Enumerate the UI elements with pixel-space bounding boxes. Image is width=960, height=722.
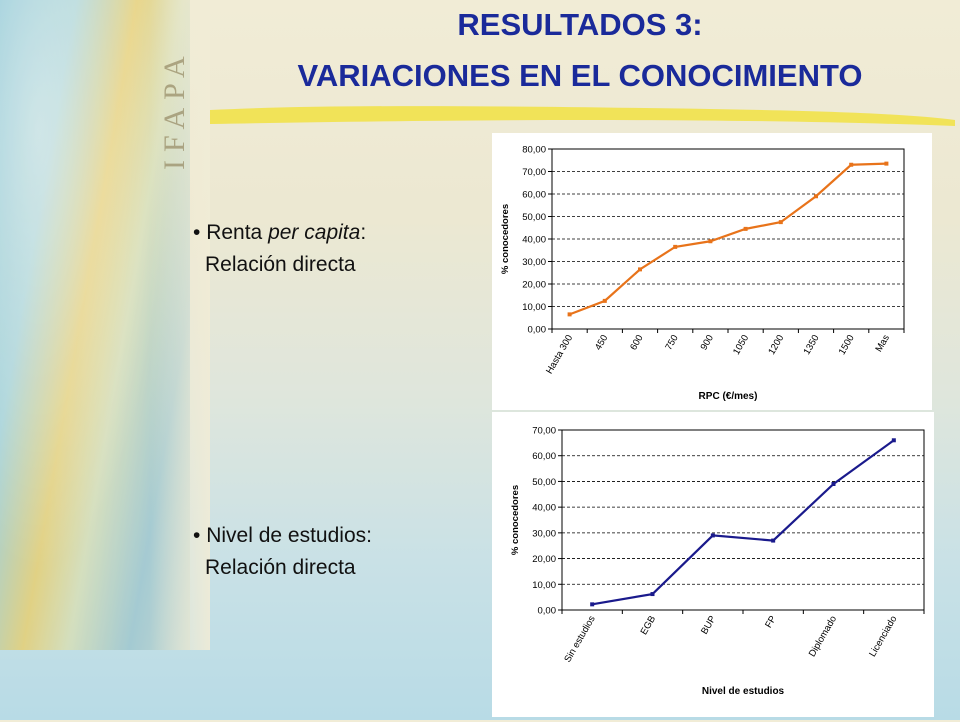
chart-estudios: 0,00 10,00 20,00 30,00 40,00 50,00 60,00 70,00 S… xyxy=(510,426,925,697)
ifapa-logo: IFAPA xyxy=(158,48,191,170)
y-tick-label: 80,00 xyxy=(522,145,546,156)
x-tick-label: Sin estudios xyxy=(562,614,598,665)
ifapa-logo-text: IFAPA xyxy=(158,48,191,170)
data-point xyxy=(708,239,713,244)
x-axis-title: RPC (€/mes) xyxy=(699,391,758,402)
data-point xyxy=(884,161,889,166)
data-point xyxy=(778,220,783,225)
y-tick-label: 60,00 xyxy=(532,451,556,462)
x-tick-label: 1350 xyxy=(802,333,822,357)
y-tick-label: 0,00 xyxy=(528,325,547,336)
y-tick-label: 0,00 xyxy=(538,606,557,617)
x-tick-label: BUP xyxy=(699,614,718,636)
data-point xyxy=(673,244,678,249)
data-point xyxy=(814,194,818,199)
y-tick-label: 40,00 xyxy=(522,235,546,246)
y-tick-label: 20,00 xyxy=(522,280,546,291)
data-point xyxy=(602,298,607,303)
x-tick-label: 1200 xyxy=(766,333,786,357)
x-tick-label: EGB xyxy=(639,614,659,637)
bullet-renta-prefix: Renta xyxy=(206,221,269,244)
x-tick-label: Hasta 300 xyxy=(544,333,575,376)
y-tick-label: 10,00 xyxy=(522,302,546,313)
data-point xyxy=(590,602,595,607)
y-axis-title: % conocedores xyxy=(500,204,511,274)
chart-estudios-panel: 0,00 10,00 20,00 30,00 40,00 50,00 60,00 70,00 S… xyxy=(492,412,934,717)
bullet-estudios-relation: Relación directa xyxy=(205,556,356,579)
x-tick-label: FP xyxy=(763,614,779,630)
x-tick-label: 1500 xyxy=(837,333,857,357)
data-point xyxy=(638,267,642,272)
x-tick-label: 450 xyxy=(593,333,610,352)
data-point xyxy=(771,538,776,543)
x-tick-label: 750 xyxy=(663,333,680,352)
data-point xyxy=(891,438,896,443)
bullet-estudios-label: Nivel de estudios: xyxy=(206,524,372,547)
y-tick-label: 30,00 xyxy=(532,528,556,539)
y-tick-label: 70,00 xyxy=(532,426,556,437)
x-tick-label: 1050 xyxy=(731,333,751,357)
data-series-line xyxy=(591,439,895,606)
y-tick-label: 70,00 xyxy=(522,167,546,178)
y-tick-label: 30,00 xyxy=(522,257,546,268)
y-tick-label: 60,00 xyxy=(522,190,546,201)
chart-rpc-panel: 0,00 10,00 20,00 30,00 40,00 50,00 60,00 70,00 8… xyxy=(492,133,932,410)
data-point xyxy=(710,533,715,538)
y-tick-label: 50,00 xyxy=(522,212,546,223)
data-point xyxy=(743,226,748,231)
bullet-renta: • Renta per capita: Relación directa xyxy=(193,217,366,281)
title-highlight-stroke xyxy=(210,106,955,126)
data-point xyxy=(650,592,655,597)
x-tick-label: Licenciado xyxy=(867,614,899,659)
data-point xyxy=(567,312,572,317)
y-tick-label: 50,00 xyxy=(532,477,556,488)
x-tick-label: Mas xyxy=(873,333,892,354)
decorative-fade xyxy=(150,0,210,650)
y-axis-title: % conocedores xyxy=(510,485,521,555)
x-tick-label: Diplomado xyxy=(807,614,839,659)
bullet-renta-italic: per capita xyxy=(268,221,361,244)
data-series-line xyxy=(569,162,887,316)
y-tick-label: 10,00 xyxy=(532,580,556,591)
slide-title-line2: VARIACIONES EN EL CONOCIMIENTO xyxy=(297,58,863,93)
bullet-estudios: • Nivel de estudios: Relación directa xyxy=(193,520,372,584)
bullet-renta-relation: Relación directa xyxy=(205,253,356,276)
x-tick-label: 600 xyxy=(628,333,645,352)
bullet-marker: • xyxy=(193,524,201,547)
x-axis-title: Nivel de estudios xyxy=(702,686,785,697)
bullet-renta-colon: : xyxy=(360,221,367,244)
x-tick-label: 900 xyxy=(699,333,716,352)
y-tick-label: 40,00 xyxy=(532,503,556,514)
data-point xyxy=(849,162,854,167)
slide-title-line1: RESULTADOS 3: xyxy=(457,7,703,42)
bullet-marker: • xyxy=(193,221,201,244)
chart-rpc: 0,00 10,00 20,00 30,00 40,00 50,00 60,00 70,00 8… xyxy=(500,145,905,402)
y-tick-label: 20,00 xyxy=(532,554,556,565)
data-point xyxy=(831,482,836,486)
